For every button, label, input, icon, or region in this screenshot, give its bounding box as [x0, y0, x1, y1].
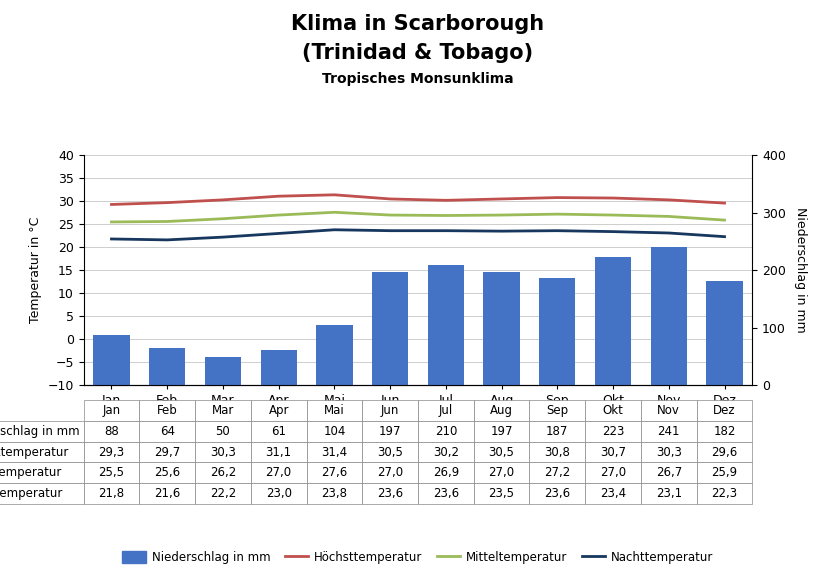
Text: (Trinidad & Tobago): (Trinidad & Tobago)	[303, 43, 533, 63]
Line: Mitteltemperatur: Mitteltemperatur	[111, 212, 725, 222]
Bar	[595, 257, 631, 385]
Bar	[428, 264, 464, 385]
Text: Tropisches Monsunklima: Tropisches Monsunklima	[322, 72, 514, 86]
Mitteltemperatur	[441, 212, 451, 219]
Höchsttemperatur	[273, 193, 283, 200]
Mitteltemperatur	[218, 215, 228, 222]
Höchsttemperatur	[497, 196, 507, 202]
Legend: Niederschlag in mm, Höchsttemperatur, Mitteltemperatur, Nachttemperatur: Niederschlag in mm, Höchsttemperatur, Mi…	[118, 547, 718, 569]
Bar	[205, 356, 241, 385]
Nachttemperatur	[608, 228, 618, 235]
Nachttemperatur	[553, 227, 563, 234]
Mitteltemperatur	[385, 212, 395, 218]
Nachttemperatur	[385, 227, 395, 234]
Nachttemperatur	[218, 233, 228, 240]
Mitteltemperatur	[664, 213, 674, 220]
Bar	[372, 272, 408, 385]
Bar	[650, 247, 687, 385]
Nachttemperatur	[329, 227, 339, 233]
Bar	[94, 335, 130, 385]
Bar	[261, 350, 297, 385]
Bar	[539, 278, 575, 385]
Nachttemperatur	[106, 236, 116, 243]
Höchsttemperatur	[162, 199, 172, 206]
Line: Nachttemperatur: Nachttemperatur	[111, 230, 725, 240]
Nachttemperatur	[497, 228, 507, 235]
Mitteltemperatur	[106, 218, 116, 225]
Höchsttemperatur	[720, 200, 730, 206]
Bar	[706, 281, 742, 385]
Mitteltemperatur	[329, 209, 339, 216]
Mitteltemperatur	[273, 212, 283, 218]
Höchsttemperatur	[385, 196, 395, 202]
Bar	[316, 325, 353, 385]
Höchsttemperatur	[664, 197, 674, 204]
Bar	[483, 272, 520, 385]
Bar	[149, 348, 186, 385]
Höchsttemperatur	[329, 191, 339, 198]
Y-axis label: Niederschlag in mm: Niederschlag in mm	[794, 208, 807, 333]
Nachttemperatur	[664, 229, 674, 236]
Mitteltemperatur	[162, 218, 172, 225]
Nachttemperatur	[441, 227, 451, 234]
Mitteltemperatur	[553, 210, 563, 217]
Nachttemperatur	[162, 236, 172, 243]
Text: Klima in Scarborough: Klima in Scarborough	[292, 14, 544, 34]
Höchsttemperatur	[553, 194, 563, 201]
Line: Höchsttemperatur: Höchsttemperatur	[111, 195, 725, 205]
Y-axis label: Temperatur in °C: Temperatur in °C	[29, 217, 42, 323]
Nachttemperatur	[273, 230, 283, 237]
Höchsttemperatur	[218, 197, 228, 204]
Höchsttemperatur	[441, 197, 451, 204]
Nachttemperatur	[720, 233, 730, 240]
Höchsttemperatur	[106, 201, 116, 208]
Mitteltemperatur	[497, 212, 507, 218]
Höchsttemperatur	[608, 194, 618, 201]
Mitteltemperatur	[608, 212, 618, 218]
Mitteltemperatur	[720, 217, 730, 224]
